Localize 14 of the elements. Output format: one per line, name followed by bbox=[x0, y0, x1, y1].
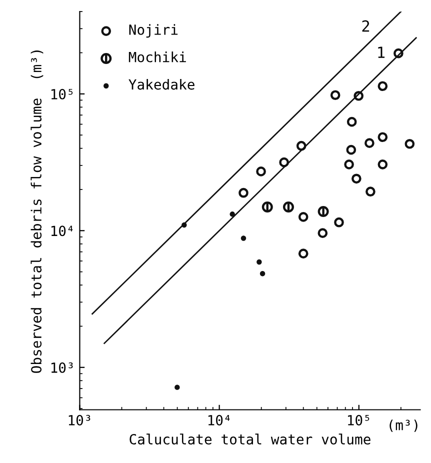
y-axis-title: Observed total debris flow volume (m³) bbox=[30, 50, 44, 373]
x-tick-label: 10⁴ bbox=[208, 414, 230, 426]
x-axis-title: Caluculate total water volume bbox=[130, 434, 370, 445]
series-label: 2 bbox=[362, 20, 370, 32]
y-tick-label: 10⁴ bbox=[51, 226, 73, 236]
legend-label: Nojiri bbox=[129, 24, 178, 38]
series-label: 1 bbox=[378, 46, 385, 58]
text: (m³) bbox=[390, 420, 418, 432]
legend-label: Yakedake bbox=[128, 78, 194, 90]
legend-label: Mochiki bbox=[128, 52, 186, 62]
x-tick-label: 10⁵ bbox=[348, 414, 370, 426]
x-tick-label: 10³ bbox=[68, 414, 90, 426]
y-tick-label: 10³ bbox=[51, 362, 73, 373]
y-tick-label: 10⁵ bbox=[51, 88, 73, 100]
